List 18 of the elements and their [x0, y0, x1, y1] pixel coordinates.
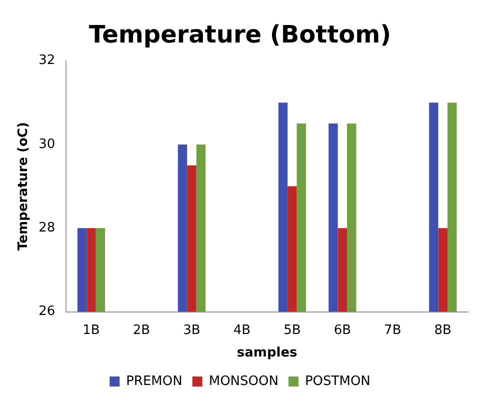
x-tick-label: 6B: [334, 322, 352, 338]
x-tick-label: 7B: [384, 322, 402, 338]
x-tick-label: 8B: [434, 322, 452, 338]
y-tick-label: 30: [38, 136, 56, 152]
x-tick-label: 1B: [82, 322, 100, 338]
legend-label: MONSOON: [208, 374, 278, 389]
x-tick-label: 5B: [284, 322, 301, 338]
y-tick-label: 32: [38, 53, 56, 68]
y-tick-label: 28: [38, 220, 56, 236]
chart-title: Temperature (Bottom): [88, 20, 392, 49]
x-tick-label: 2B: [132, 322, 150, 338]
x-tick-label: 3B: [183, 322, 200, 338]
y-axis-title: Temperature (oC): [16, 122, 32, 250]
legend-label: PREMON: [126, 374, 182, 389]
x-tick-label: 4B: [233, 322, 251, 338]
x-axis-title: samples: [236, 346, 298, 361]
legend-label: POSTMON: [304, 374, 370, 389]
y-tick-label: 26: [38, 304, 56, 320]
